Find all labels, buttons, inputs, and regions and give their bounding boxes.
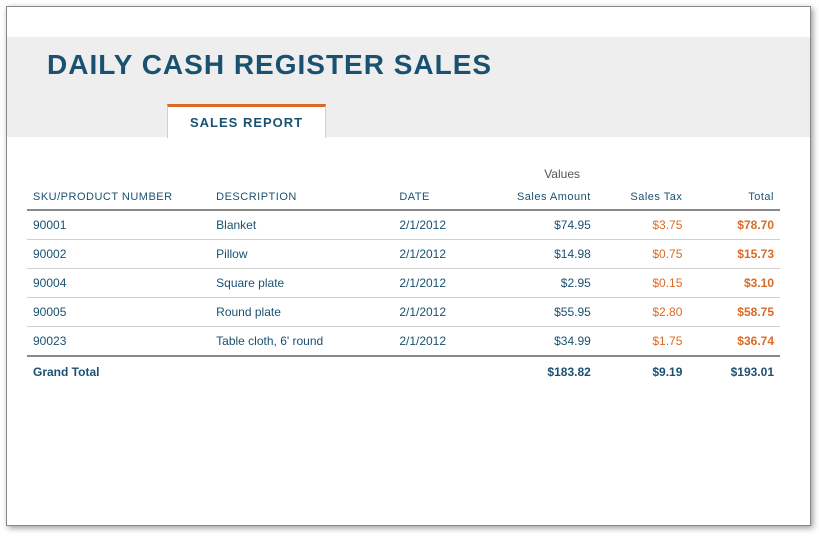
cell-description: Table cloth, 6' round: [210, 327, 393, 357]
cell-date: 2/1/2012: [393, 269, 495, 298]
col-header-sales-amount: Sales Amount: [495, 187, 597, 210]
cell-sku: 90001: [27, 210, 210, 240]
cell-date: 2/1/2012: [393, 298, 495, 327]
cell-sku: 90005: [27, 298, 210, 327]
table-row: 90023Table cloth, 6' round2/1/2012$34.99…: [27, 327, 780, 357]
sales-table: SKU/PRODUCT NUMBER DESCRIPTION DATE Sale…: [27, 187, 780, 387]
cell-sales-amount: $2.95: [495, 269, 597, 298]
cell-sku: 90023: [27, 327, 210, 357]
cell-total: $36.74: [688, 327, 780, 357]
report-page: DAILY CASH REGISTER SALES SALES REPORT V…: [6, 6, 811, 526]
grand-total-row: Grand Total $183.82 $9.19 $193.01: [27, 356, 780, 387]
page-title: DAILY CASH REGISTER SALES: [47, 49, 492, 81]
grand-total-blank: [210, 356, 393, 387]
table-row: 90001Blanket2/1/2012$74.95$3.75$78.70: [27, 210, 780, 240]
cell-sku: 90002: [27, 240, 210, 269]
header-band: DAILY CASH REGISTER SALES SALES REPORT: [7, 37, 810, 137]
cell-total: $3.10: [688, 269, 780, 298]
table-area: Values SKU/PRODUCT NUMBER DESCRIPTION DA…: [7, 137, 810, 387]
cell-total: $58.75: [688, 298, 780, 327]
cell-description: Square plate: [210, 269, 393, 298]
cell-sales-amount: $34.99: [495, 327, 597, 357]
grand-total-label: Grand Total: [27, 356, 210, 387]
cell-sales-tax: $2.80: [597, 298, 689, 327]
grand-total-sales-tax: $9.19: [597, 356, 689, 387]
cell-date: 2/1/2012: [393, 327, 495, 357]
cell-sales-amount: $14.98: [495, 240, 597, 269]
cell-description: Round plate: [210, 298, 393, 327]
table-row: 90005Round plate2/1/2012$55.95$2.80$58.7…: [27, 298, 780, 327]
cell-date: 2/1/2012: [393, 240, 495, 269]
col-header-sales-tax: Sales Tax: [597, 187, 689, 210]
col-header-date: DATE: [393, 187, 495, 210]
tab-container: SALES REPORT: [167, 104, 326, 138]
cell-sales-tax: $1.75: [597, 327, 689, 357]
grand-total-sales-amount: $183.82: [495, 356, 597, 387]
cell-description: Pillow: [210, 240, 393, 269]
cell-sales-amount: $74.95: [495, 210, 597, 240]
grand-total-blank: [393, 356, 495, 387]
cell-sales-tax: $3.75: [597, 210, 689, 240]
cell-date: 2/1/2012: [393, 210, 495, 240]
cell-total: $78.70: [688, 210, 780, 240]
table-header-row: SKU/PRODUCT NUMBER DESCRIPTION DATE Sale…: [27, 187, 780, 210]
table-row: 90004Square plate2/1/2012$2.95$0.15$3.10: [27, 269, 780, 298]
grand-total-total: $193.01: [688, 356, 780, 387]
tab-sales-report[interactable]: SALES REPORT: [167, 104, 326, 138]
values-group-label: Values: [27, 167, 780, 181]
col-header-total: Total: [688, 187, 780, 210]
col-header-sku: SKU/PRODUCT NUMBER: [27, 187, 210, 210]
cell-sales-amount: $55.95: [495, 298, 597, 327]
table-row: 90002Pillow2/1/2012$14.98$0.75$15.73: [27, 240, 780, 269]
cell-sku: 90004: [27, 269, 210, 298]
cell-sales-tax: $0.15: [597, 269, 689, 298]
cell-sales-tax: $0.75: [597, 240, 689, 269]
cell-total: $15.73: [688, 240, 780, 269]
col-header-description: DESCRIPTION: [210, 187, 393, 210]
cell-description: Blanket: [210, 210, 393, 240]
